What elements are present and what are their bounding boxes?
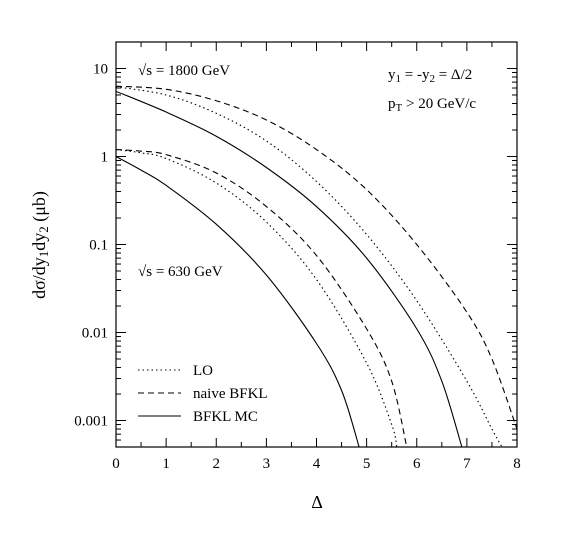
x-tick-labels: 0 1 2 3 4 5 6 7 8 <box>112 456 521 472</box>
rapidity-label: y1 = -y2 = Δ/2 <box>388 67 472 85</box>
energy-label-630: √s = 630 GeV <box>138 264 223 280</box>
x-tick-label: 4 <box>313 456 321 472</box>
pt-cut-label: pT > 20 GeV/c <box>388 96 476 114</box>
y-tick-label: 0.001 <box>74 414 108 430</box>
x-tick-label: 0 <box>112 456 120 472</box>
series-line-bfkl-mc-630 <box>116 156 360 447</box>
y-axis-label: dσ/dy1dy2 (μb) <box>29 191 51 299</box>
x-tick-label: 6 <box>413 456 421 472</box>
y-tick-label: 0.01 <box>82 326 108 342</box>
legend: LO naive BFKL BFKL MC <box>138 363 268 425</box>
ticks <box>115 41 518 448</box>
y-tick-label: 0.1 <box>89 238 108 254</box>
legend-label-naive-bfkl: naive BFKL <box>193 386 268 402</box>
energy-label-1800: √s = 1800 GeV <box>138 63 230 79</box>
x-tick-label: 5 <box>363 456 371 472</box>
curves <box>116 85 517 447</box>
x-tick-label: 1 <box>162 456 170 472</box>
series-line-lo-630 <box>116 148 398 447</box>
series-line-naive-bfkl-1800 <box>116 85 517 430</box>
series-line-bfkl-mc-1800 <box>116 90 463 447</box>
y-tick-labels: 10 1 0.1 0.01 0.001 <box>74 61 108 429</box>
legend-label-lo: LO <box>193 363 213 379</box>
y-tick-label: 10 <box>93 61 108 77</box>
x-tick-label: 3 <box>263 456 271 472</box>
x-tick-label: 8 <box>513 456 521 472</box>
x-tick-label: 2 <box>213 456 221 472</box>
x-tick-label: 7 <box>463 456 471 472</box>
x-axis-label: Δ <box>311 492 323 512</box>
y-tick-label: 1 <box>101 149 109 165</box>
series-line-naive-bfkl-630 <box>116 148 408 447</box>
legend-label-bfkl-mc: BFKL MC <box>193 409 258 425</box>
